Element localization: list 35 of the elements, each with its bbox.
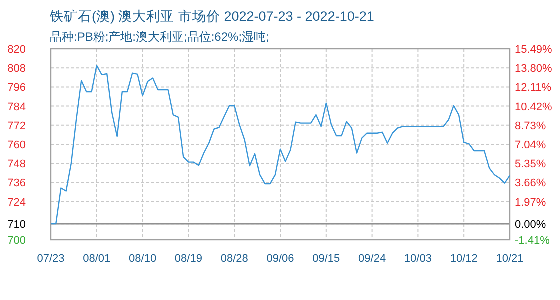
y2-tick-label: 8.73% (515, 120, 546, 132)
x-tick-label: 08/10 (129, 253, 157, 265)
y2-tick-label: 3.66% (515, 178, 546, 190)
y2-tick-label: 15.49% (515, 44, 553, 56)
y-tick-label: 784 (8, 101, 26, 114)
y2-tick-label: 5.35% (515, 158, 546, 171)
y2-tick-label: 7.04% (515, 140, 546, 152)
x-tick-label: 10/12 (450, 253, 478, 265)
y-tick-label: 748 (8, 158, 26, 171)
x-tick-label: 09/15 (312, 253, 340, 265)
x-tick-label: 10/03 (404, 253, 432, 265)
x-tick-label: 08/28 (220, 253, 248, 265)
y-tick-label: 700 (8, 235, 26, 247)
x-tick-label: 08/01 (83, 253, 111, 265)
y2-tick-label: 10.42% (515, 101, 553, 114)
y-tick-label: 724 (8, 196, 26, 209)
y2-tick-label: 1.97% (515, 196, 546, 209)
y-tick-label: 820 (8, 44, 26, 56)
y2-tick-label: 0.00% (515, 219, 546, 232)
chart-title: 铁矿石(澳) 澳大利亚 市场价 2022-07-23 - 2022-10-21 (49, 9, 374, 24)
y2-tick-label: 13.80% (515, 63, 553, 76)
x-tick-label: 09/24 (358, 253, 386, 265)
x-tick-label: 09/06 (266, 253, 294, 265)
y-tick-label: 760 (8, 140, 26, 152)
y2-tick-label: 12.11% (515, 82, 552, 94)
y-tick-label: 796 (8, 82, 26, 94)
x-tick-label: 08/19 (174, 253, 202, 265)
y2-tick-label: -1.41% (515, 235, 550, 247)
y-tick-label: 808 (8, 63, 26, 76)
x-tick-label: 10/21 (496, 253, 524, 265)
y-tick-label: 736 (8, 178, 26, 190)
x-tick-label: 07/23 (37, 253, 65, 265)
y-tick-label: 772 (8, 120, 26, 132)
chart-subtitle: 品种:PB粉;产地:澳大利亚;品位:62%;湿吨; (50, 30, 270, 44)
y-tick-label: 710 (8, 219, 26, 232)
